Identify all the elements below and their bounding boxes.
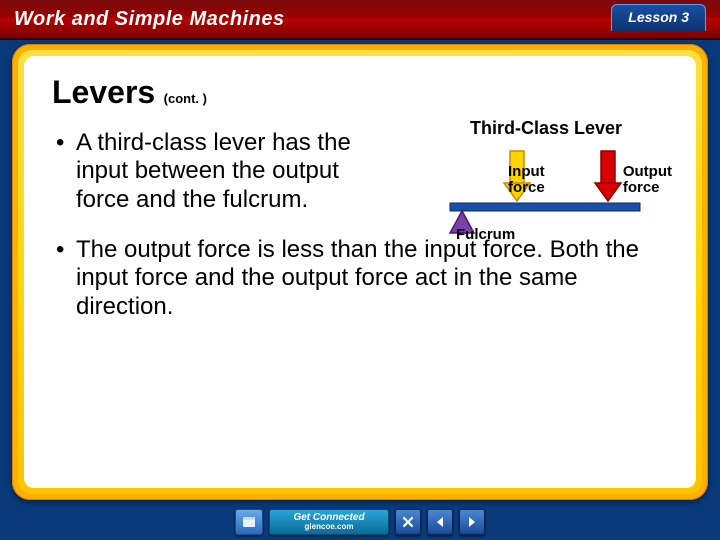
bullet-2-text: The output force is less than the input …: [76, 236, 668, 321]
chevron-left-icon: [434, 516, 446, 528]
slide: Work and Simple Machines Lesson 3 Levers…: [0, 0, 720, 540]
lesson-tab: Lesson 3: [611, 4, 706, 31]
content-frame-inner: Levers (cont. ) • A third-class lever ha…: [18, 50, 702, 494]
prev-button[interactable]: [427, 509, 453, 535]
get-connected-button[interactable]: Get Connected glencoe.com: [269, 509, 389, 535]
close-button[interactable]: [395, 509, 421, 535]
bullet-dot: •: [52, 129, 76, 214]
lever-svg: [446, 145, 646, 235]
slide-title-cont: (cont. ): [164, 91, 207, 106]
content-frame-outer: Levers (cont. ) • A third-class lever ha…: [12, 44, 708, 500]
slide-title: Levers: [52, 74, 155, 110]
close-icon: [402, 516, 414, 528]
next-button[interactable]: [459, 509, 485, 535]
resources-button[interactable]: [235, 509, 263, 535]
header-bar: Work and Simple Machines Lesson 3: [0, 0, 720, 40]
book-icon: [241, 514, 257, 530]
input-force-label: Input force: [508, 164, 545, 196]
bottom-nav-bar: Get Connected glencoe.com: [0, 504, 720, 540]
bullet-2: • The output force is less than the inpu…: [52, 236, 668, 321]
lever-diagram: Third-Class Lever: [416, 118, 676, 248]
header-title: Work and Simple Machines: [14, 8, 285, 31]
fulcrum-label: Fulcrum: [456, 226, 515, 243]
bullet-1-text: A third-class lever has the input betwee…: [76, 129, 376, 214]
diagram-title: Third-Class Lever: [416, 118, 676, 139]
content-area: Levers (cont. ) • A third-class lever ha…: [24, 56, 696, 488]
chevron-right-icon: [466, 516, 478, 528]
output-force-label: Output force: [623, 164, 672, 196]
slide-title-row: Levers (cont. ): [52, 74, 668, 111]
bullet-dot: •: [52, 236, 76, 321]
connected-url: glencoe.com: [305, 523, 354, 531]
